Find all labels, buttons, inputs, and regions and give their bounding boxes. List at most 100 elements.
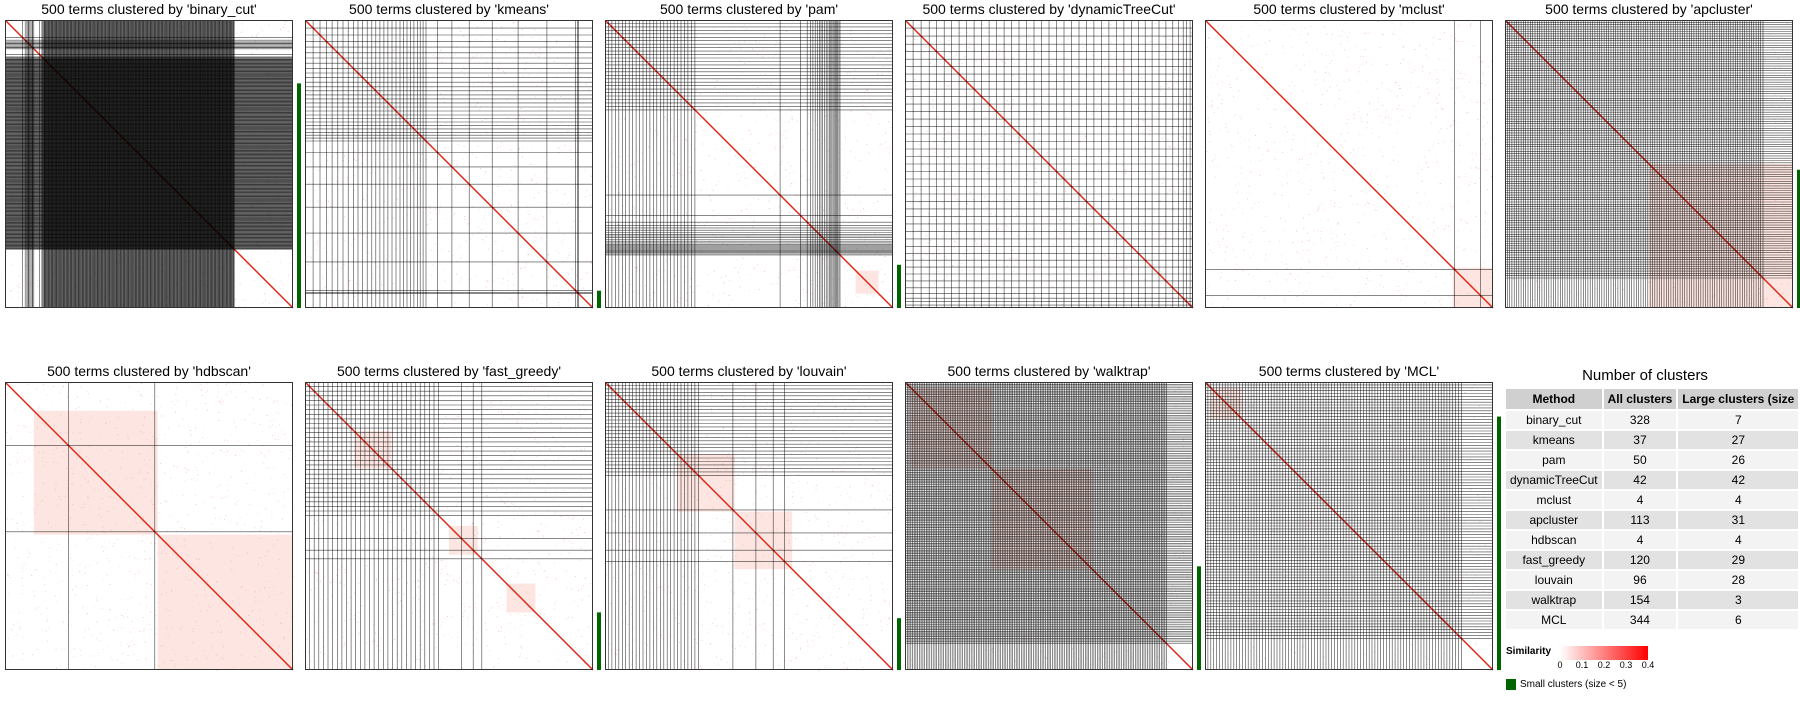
table-row: kmeans 37 27	[1506, 430, 1800, 451]
heatmap-kmeans	[305, 20, 601, 309]
cluster-boundaries	[905, 382, 1193, 670]
table-row: binary_cut 328 7	[1506, 410, 1800, 431]
table-cell: MCL	[1506, 610, 1604, 631]
diagonal-self-similarity	[305, 382, 594, 671]
cluster-count-table: Method All clusters Large clusters (size b…	[1506, 389, 1800, 631]
table-cell: 4	[1677, 490, 1800, 511]
panel-title-pam: 500 terms clustered by 'pam'	[659, 1, 839, 17]
table-cell: kmeans	[1506, 430, 1604, 451]
table-cell: binary_cut	[1506, 410, 1604, 431]
similarity-tick-label: 0.4	[1641, 660, 1655, 670]
table-row: louvain 96 28	[1506, 570, 1800, 591]
similarity-tick-label: 0.2	[1597, 660, 1611, 670]
small-clusters-label: Small clusters (size < 5)	[1520, 679, 1627, 690]
table-column-header: Method	[1506, 389, 1604, 411]
table-cell: 27	[1677, 430, 1800, 451]
table-cell: dynamicTreeCut	[1506, 470, 1604, 491]
heatmap-frame	[905, 20, 1193, 308]
cluster-boundaries	[5, 382, 293, 670]
heatmap-frame	[605, 20, 893, 308]
table-cell: 37	[1602, 430, 1679, 451]
table-cell: apcluster	[1506, 510, 1604, 531]
table-title: Number of clusters	[1582, 367, 1708, 384]
table-row: mclust 4 4	[1506, 490, 1800, 511]
heatmap-frame	[605, 382, 893, 670]
heatmap-walktrap	[905, 382, 1201, 671]
cluster-boundaries	[1205, 20, 1493, 308]
table-cell: 96	[1602, 570, 1679, 591]
small-clusters-bar	[597, 290, 601, 308]
heatmap-frame	[1505, 20, 1793, 308]
similarity-legend-ticks: 0 0.1 0.2 0.3 0.4	[1548, 660, 1660, 672]
table-cell: 4	[1602, 530, 1679, 551]
heatmap-binary_cut	[5, 20, 301, 309]
table-cell: 7	[1677, 410, 1800, 431]
table-row: pam 50 26	[1506, 450, 1800, 471]
table-cell: 344	[1602, 610, 1679, 631]
table-row: dynamicTreeCut 42 42	[1506, 470, 1800, 491]
table-cell: 42	[1602, 470, 1679, 491]
table-cell: pam	[1506, 450, 1604, 471]
panel-title-walktrap: 500 terms clustered by 'walktrap'	[947, 363, 1151, 379]
similarity-tick-label: 0.1	[1575, 660, 1589, 670]
cluster-boundaries	[605, 382, 893, 670]
table-cell: 31	[1677, 510, 1800, 531]
table-cell: 28	[1677, 570, 1800, 591]
table-cell: 154	[1602, 590, 1679, 611]
similarity-tick-label: 0.3	[1619, 660, 1633, 670]
cluster-boundaries	[1205, 382, 1493, 670]
table-cell: 50	[1602, 450, 1679, 471]
table-cell: 4	[1677, 530, 1800, 551]
table-row: apcluster 113 31	[1506, 510, 1800, 531]
table-cell: 3	[1677, 590, 1800, 611]
table-cell: 42	[1677, 470, 1800, 491]
heatmap-fast_greedy	[305, 382, 601, 671]
heatmap-MCL	[1205, 382, 1501, 671]
cluster-boundaries	[305, 20, 593, 308]
small-clusters-bar	[897, 618, 901, 670]
small-clusters-bar	[597, 612, 601, 670]
table-cell: 6	[1677, 610, 1800, 631]
similarity-legend-title: Similarity	[1506, 646, 1552, 657]
panel-title-binary_cut: 500 terms clustered by 'binary_cut'	[41, 1, 257, 17]
table-cell: walktrap	[1506, 590, 1604, 611]
panel-title-mclust: 500 terms clustered by 'mclust'	[1253, 1, 1445, 17]
similarity-tick-label: 0	[1557, 660, 1563, 670]
table-cell: 26	[1677, 450, 1800, 471]
diagonal-self-similarity	[605, 382, 894, 671]
heatmap-mclust	[1205, 20, 1494, 309]
small-clusters-bar	[1197, 566, 1201, 670]
table-cell: hdbscan	[1506, 530, 1604, 551]
heatmap-pam	[605, 20, 901, 309]
table-cell: 4	[1602, 490, 1679, 511]
panel-title-MCL: 500 terms clustered by 'MCL'	[1258, 363, 1440, 379]
diagonal-self-similarity	[605, 20, 894, 309]
heatmap-frame	[1205, 382, 1493, 670]
panel-title-dynamicTreeCut: 500 terms clustered by 'dynamicTreeCut'	[922, 1, 1176, 17]
heatmap-frame	[5, 20, 293, 308]
cluster-boundaries	[605, 20, 893, 308]
table-column-header: All clusters	[1602, 389, 1679, 411]
heatmap-louvain	[605, 382, 901, 671]
table-column-header: Large clusters (size	[1677, 389, 1800, 411]
panel-title-kmeans: 500 terms clustered by 'kmeans'	[349, 1, 549, 17]
cluster-boundaries	[5, 20, 293, 308]
heatmap-frame	[1205, 20, 1493, 308]
cluster-boundaries	[305, 382, 593, 670]
table-body: binary_cut 328 7 kmeans 37 27 pam 50 26 dynamicTr…	[1506, 410, 1800, 631]
table-cell: louvain	[1506, 570, 1604, 591]
panel-title-louvain: 500 terms clustered by 'louvain'	[651, 363, 847, 379]
similarity-color-scale	[1560, 646, 1648, 660]
diagonal-self-similarity	[305, 20, 594, 309]
table-row: hdbscan 4 4	[1506, 530, 1800, 551]
similarity-speckles	[1205, 20, 1494, 309]
table-cell: fast_greedy	[1506, 550, 1604, 571]
heatmap-dynamicTreeCut	[905, 20, 1194, 309]
table-cell: 113	[1602, 510, 1679, 531]
heatmap-apcluster	[1505, 20, 1800, 309]
heatmap-frame	[5, 382, 293, 670]
small-clusters-bar	[1797, 169, 1800, 308]
heatmap-frame	[305, 382, 593, 670]
table-cell: 120	[1602, 550, 1679, 571]
heatmap-hdbscan	[5, 382, 294, 671]
